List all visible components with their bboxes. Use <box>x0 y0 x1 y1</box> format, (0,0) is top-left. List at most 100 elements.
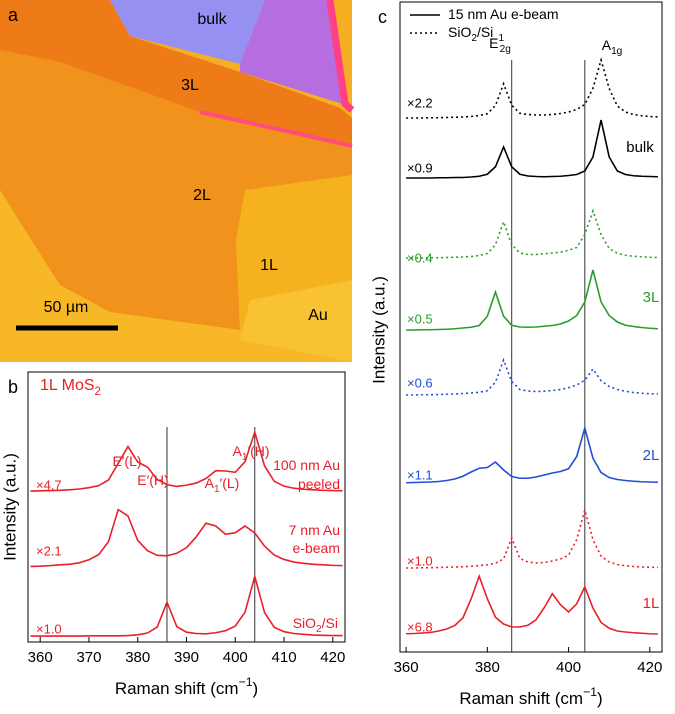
peak-label: E1 2g <box>489 33 511 55</box>
peak-label: E′(L) <box>112 453 141 469</box>
text-part: 2g <box>500 44 511 55</box>
panel-label: c <box>378 7 387 27</box>
scale-factor: ×0.9 <box>407 160 433 175</box>
x-tick-label: 410 <box>272 649 297 666</box>
spectrum-line <box>406 208 658 259</box>
text-part: −1 <box>239 675 253 689</box>
region-thick <box>240 0 343 104</box>
spectrum-label: peeled <box>298 476 340 492</box>
text-part: 100 nm Au <box>273 457 340 473</box>
x-tick-label: 400 <box>556 659 581 676</box>
text-part: A <box>205 475 215 491</box>
chart-title: 1L MoS2 <box>40 377 101 398</box>
text-part: 1 <box>214 484 220 495</box>
text-part: 1 <box>499 33 505 44</box>
text-part: E <box>489 35 498 51</box>
text-part: /Si <box>477 24 493 40</box>
spectrum-line <box>30 573 343 637</box>
text-part: E′(H) <box>137 472 168 488</box>
text-part: −1 <box>583 685 597 699</box>
x-tick-label: 420 <box>637 659 662 676</box>
region-label: bulk <box>197 11 227 28</box>
x-tick-label: 380 <box>475 659 500 676</box>
spectrum-line <box>30 429 343 492</box>
region-bulk <box>110 0 265 64</box>
spectrum-label: 7 nm Au <box>289 522 340 538</box>
spectrum-line <box>406 357 658 396</box>
text-part: 15 nm Au e-beam <box>448 6 559 22</box>
x-tick-label: 360 <box>394 659 419 676</box>
edge-highlight <box>326 0 355 113</box>
peak-label: A1g <box>602 37 623 57</box>
text-part: ) <box>597 689 603 708</box>
spectrum-line <box>406 119 658 179</box>
group-label: 3L <box>643 289 660 306</box>
text-part: e-beam <box>293 540 340 556</box>
plot-frame <box>399 1 663 653</box>
spectrum-label: 100 nm Au <box>273 457 340 473</box>
spectrum-line <box>406 269 658 331</box>
text-part: 1g <box>611 46 622 57</box>
group-label: 2L <box>643 447 660 464</box>
y-axis-title: Intensity (a.u.) <box>369 276 388 384</box>
scale-factor: ×0.5 <box>407 311 433 326</box>
x-tick-label: 360 <box>28 649 53 666</box>
group-label: bulk <box>626 139 654 156</box>
legend-label: SiO2/Si <box>448 24 493 44</box>
x-tick-label: 370 <box>76 649 101 666</box>
scale-factor: ×0.6 <box>407 375 433 390</box>
legend-label: 15 nm Au e-beam <box>448 6 559 22</box>
region-3l <box>0 0 352 148</box>
text-part: ′(L) <box>220 475 240 491</box>
region-au <box>240 280 352 362</box>
scale-factor: ×0.4 <box>407 250 433 265</box>
peak-label: A1′(L) <box>205 475 240 495</box>
spectrum-line <box>406 425 658 484</box>
scale-factor: ×2.1 <box>36 543 62 558</box>
region-label: 1L <box>260 257 278 274</box>
micrograph: a bulk 3L 2L 1L Au 50 µm <box>0 0 355 362</box>
panel-label: a <box>8 5 19 25</box>
text-part: 2 <box>316 624 322 635</box>
scale-factor: ×6.8 <box>407 619 433 634</box>
text-part: 1 <box>242 452 248 463</box>
x-axis-title: Raman shift (cm−1) <box>115 675 258 698</box>
scale-factor: ×4.7 <box>36 477 62 492</box>
scale-bar-label: 50 µm <box>44 299 89 316</box>
substrate-region <box>0 190 352 362</box>
region-2l <box>0 50 352 330</box>
peak-label: A1′(H) <box>232 443 269 463</box>
text-part: ′(H) <box>247 443 269 459</box>
text-part: E′(L) <box>112 453 141 469</box>
x-tick-label: 390 <box>174 649 199 666</box>
text-part: 1L MoS <box>40 377 95 394</box>
x-tick-label: 400 <box>223 649 248 666</box>
spectrum-line <box>406 506 658 569</box>
scale-factor: ×1.1 <box>407 467 433 482</box>
peak-label: E′(H) <box>137 472 168 488</box>
text-part: Raman shift (cm <box>115 679 239 698</box>
text-part: /Si <box>322 615 338 631</box>
text-part: A <box>232 443 242 459</box>
text-part: SiO <box>448 24 471 40</box>
spectrum-line <box>406 573 658 635</box>
plot-frame <box>27 371 346 643</box>
region-label: Au <box>308 307 328 324</box>
text-part: 2 <box>95 386 101 398</box>
group-label: 1L <box>643 595 660 612</box>
spectrum-line <box>30 508 343 568</box>
panel-label: b <box>8 377 18 397</box>
text-part: 7 nm Au <box>289 522 340 538</box>
scale-factor: ×2.2 <box>407 95 433 110</box>
text-part: A <box>602 37 612 53</box>
x-tick-label: 420 <box>320 649 345 666</box>
spectrum-line <box>406 57 658 119</box>
text-part: ) <box>253 679 259 698</box>
text-part: peeled <box>298 476 340 492</box>
text-part: Raman shift (cm <box>459 689 583 708</box>
y-axis-title: Intensity (a.u.) <box>0 453 19 561</box>
spectrum-label: e-beam <box>293 540 340 556</box>
x-tick-label: 380 <box>125 649 150 666</box>
